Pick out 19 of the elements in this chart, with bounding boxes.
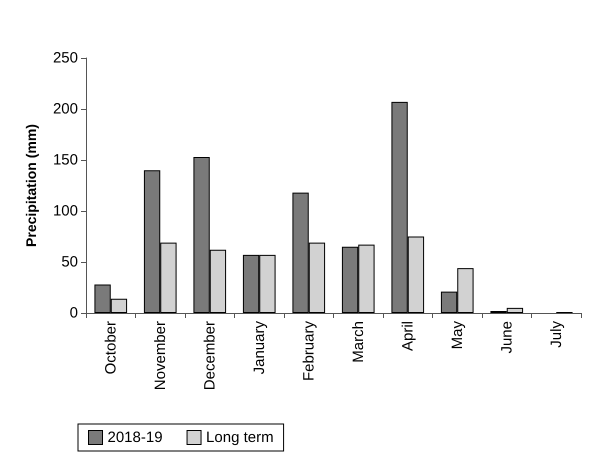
- x-tick-label: December: [201, 321, 218, 390]
- y-axis-title: Precipitation (mm): [23, 124, 39, 247]
- x-tick-label: March: [350, 321, 367, 363]
- legend-label: 2018-19: [108, 429, 163, 446]
- x-tick-label: June: [498, 321, 516, 354]
- y-tick-label: 50: [61, 254, 78, 270]
- x-tick-label: October: [102, 321, 120, 374]
- legend-label: Long term: [206, 429, 274, 446]
- y-tick-label: 150: [52, 152, 78, 168]
- x-tick-label: April: [399, 321, 416, 352]
- x-tick-label: February: [300, 320, 318, 382]
- x-tick-label: November: [152, 321, 169, 390]
- y-tick-label: 250: [52, 50, 78, 66]
- x-tick-label: May: [448, 320, 466, 350]
- x-tick-label: January: [250, 320, 268, 374]
- y-tick-label: 100: [52, 202, 78, 220]
- y-tick-label: 200: [52, 100, 78, 118]
- y-tick-label: 0: [70, 304, 78, 322]
- x-tick-label: July: [548, 320, 565, 348]
